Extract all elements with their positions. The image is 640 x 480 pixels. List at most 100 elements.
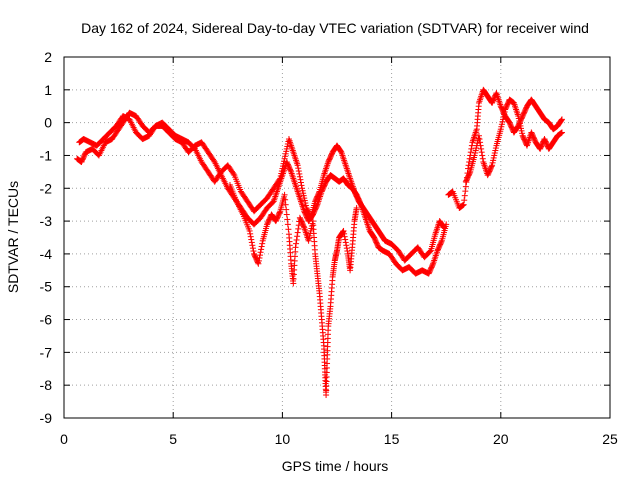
data-point [341,233,348,240]
y-axis-label: SDTVAR / TECUs [5,181,21,293]
series-track-c [226,181,360,399]
data-point [282,201,289,208]
data-point [282,196,289,203]
data-point [476,136,483,143]
y-tick-labels: 2 1 0 -1 -2 -3 -4 -5 -6 -7 -8 -9 [40,49,53,426]
y-tick-label: -3 [40,213,53,229]
data-point [258,243,265,250]
y-tick-label: -8 [40,377,53,393]
data-point [257,249,264,256]
data-point [341,230,348,237]
data-point [340,227,347,234]
data-point [284,221,291,228]
data-point [285,226,292,233]
data-point [488,163,495,170]
data-point [294,229,301,236]
data-point [479,152,486,159]
data-points [74,86,565,399]
y-tick-label: 2 [44,49,52,65]
data-point [259,240,266,247]
data-point [461,192,468,199]
data-point [478,145,485,152]
data-point [249,245,256,252]
data-point [438,239,445,246]
data-point [300,223,307,230]
data-point [258,246,265,253]
data-point [230,170,237,177]
x-axis-label: GPS time / hours [282,458,389,474]
data-point [558,116,565,123]
data-point [443,221,450,228]
data-point [295,225,302,232]
data-point [287,167,294,174]
data-point [344,248,351,255]
data-point [460,201,467,208]
data-point [558,129,565,136]
data-point [479,155,486,162]
x-tick-label: 0 [60,431,68,447]
data-point [313,202,320,209]
data-point [255,260,262,267]
x-tick-label: 25 [602,431,618,447]
data-point [249,242,256,249]
data-point [292,244,299,251]
data-point [477,142,484,149]
x-tick-label: 10 [275,431,291,447]
data-point [294,233,301,240]
data-point [343,245,350,252]
data-point [429,261,436,268]
y-tick-label: -5 [40,279,53,295]
plot-frame [63,56,611,419]
x-tick-label: 15 [384,431,400,447]
x-tick-label: 20 [493,431,509,447]
y-tick-label: -4 [40,246,53,262]
data-point [257,252,264,259]
data-point [462,188,469,195]
data-point [477,139,484,146]
series-track-e [462,96,565,185]
y-tick-label: -6 [40,312,53,328]
data-point [255,257,262,264]
data-point [256,255,263,262]
data-point [466,170,473,177]
data-point [248,236,255,243]
data-point [294,162,301,169]
data-point [281,191,288,198]
y-tick-label: -1 [40,147,53,163]
x-tick-label: 5 [169,431,177,447]
data-point [250,248,257,255]
data-point [283,206,290,213]
data-point [342,236,349,243]
data-point [427,248,434,255]
x-tick-labels: 0 5 10 15 20 25 [60,431,618,447]
data-point [284,216,291,223]
y-tick-label: -9 [40,410,53,426]
data-point [293,236,300,243]
data-point [293,240,300,247]
data-point [467,149,474,156]
data-point [558,117,565,124]
data-point [475,132,482,139]
data-point [283,211,290,218]
data-point [343,242,350,249]
y-tick-label: 0 [44,115,52,131]
y-tick-label: -2 [40,180,53,196]
data-point [296,170,303,177]
data-point [276,209,283,216]
data-point [248,239,255,246]
data-point [297,176,304,183]
data-point [357,200,364,207]
data-point [478,149,485,156]
data-point [247,233,254,240]
data-point [295,168,302,175]
data-point [297,179,304,186]
data-point [468,145,475,152]
data-point [295,165,302,172]
data-point [465,165,472,172]
data-point [246,227,253,234]
data-point [466,155,473,162]
data-point [296,173,303,180]
data-point [461,197,468,204]
data-point [353,204,360,211]
